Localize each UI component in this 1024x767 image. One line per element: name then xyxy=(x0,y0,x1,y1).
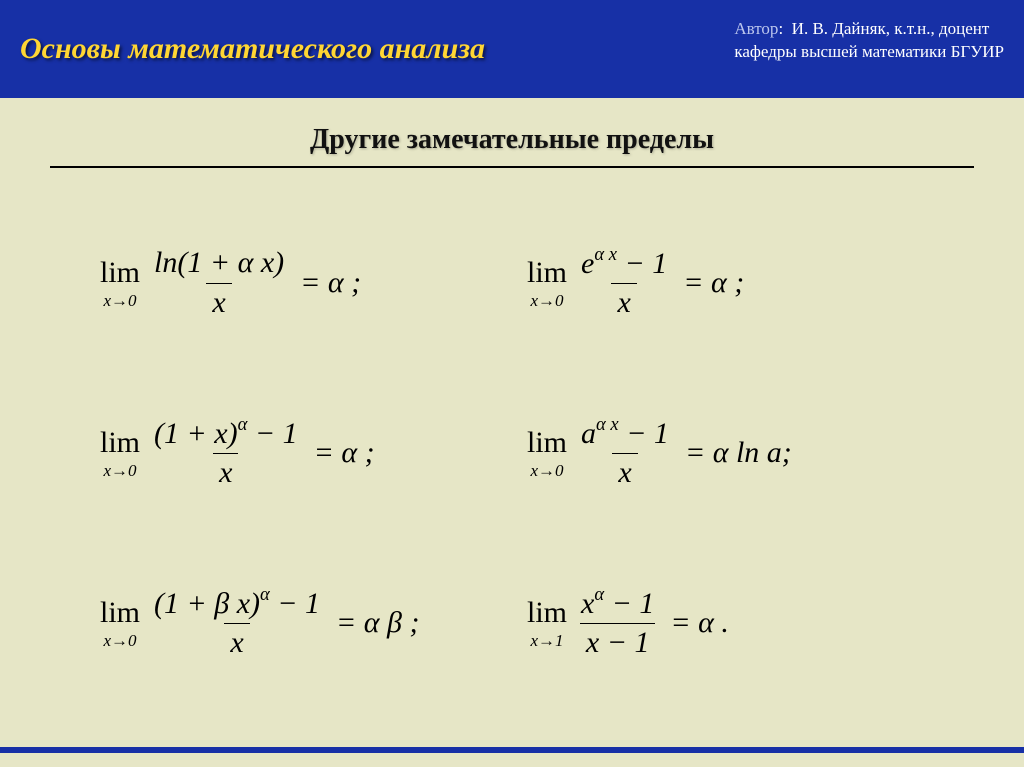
numerator: (1 + β x)α − 1 xyxy=(148,586,326,624)
rhs: = α ; xyxy=(300,266,361,300)
lim-operator: lim x→0 xyxy=(100,598,140,649)
rhs: = α ; xyxy=(683,266,744,300)
fraction: ln(1 + α x) x xyxy=(148,246,290,320)
fraction: eα x − 1 x xyxy=(575,246,673,321)
numerator: ln(1 + α x) xyxy=(148,246,290,283)
rhs: = α . xyxy=(670,606,729,640)
fraction: (1 + β x)α − 1 x xyxy=(148,586,326,661)
denominator: x xyxy=(611,283,636,321)
numerator: eα x − 1 xyxy=(575,246,673,284)
denominator: x xyxy=(224,623,249,661)
author-label: Автор xyxy=(734,19,778,38)
lim-text: lim xyxy=(100,598,140,628)
lim-operator: lim x→1 xyxy=(527,598,567,649)
lim-sub: x→0 xyxy=(530,462,563,479)
lim-text: lim xyxy=(527,258,567,288)
fraction: xα − 1 x − 1 xyxy=(575,586,660,661)
formula-grid: lim x→0 ln(1 + α x) x = α ; lim x→0 eα x… xyxy=(0,168,1024,708)
course-title: Основы математического анализа xyxy=(20,32,485,66)
lim-sub: x→0 xyxy=(103,462,136,479)
lim-text: lim xyxy=(527,428,567,458)
author-name: И. В. Дайняк, к.т.н., доцент xyxy=(792,19,990,38)
numerator: aα x − 1 xyxy=(575,416,675,454)
lim-text: lim xyxy=(100,428,140,458)
author-dept: кафедры высшей математики БГУИР xyxy=(734,42,1004,61)
fraction: aα x − 1 x xyxy=(575,416,675,491)
rhs: = α β ; xyxy=(336,606,419,640)
lim-sub: x→1 xyxy=(530,632,563,649)
lim-operator: lim x→0 xyxy=(527,428,567,479)
lim-sub: x→0 xyxy=(530,292,563,309)
limit-formula: lim x→0 (1 + β x)α − 1 x = α β ; xyxy=(100,538,527,708)
numerator: (1 + x)α − 1 xyxy=(148,416,304,454)
denominator: x xyxy=(213,453,238,491)
lim-sub: x→0 xyxy=(103,632,136,649)
rhs: = α ; xyxy=(314,436,375,470)
denominator: x − 1 xyxy=(580,623,656,661)
limit-formula: lim x→0 eα x − 1 x = α ; xyxy=(527,198,954,368)
rhs: = α ln a; xyxy=(685,436,792,470)
limit-formula: lim x→1 xα − 1 x − 1 = α . xyxy=(527,538,954,708)
author-colon: : xyxy=(778,19,791,38)
fraction: (1 + x)α − 1 x xyxy=(148,416,304,491)
numerator: xα − 1 xyxy=(575,586,660,624)
lim-operator: lim x→0 xyxy=(100,428,140,479)
denominator: x xyxy=(612,453,637,491)
slide-header: Основы математического анализа Автор: И.… xyxy=(0,0,1024,98)
limit-formula: lim x→0 ln(1 + α x) x = α ; xyxy=(100,198,527,368)
lim-operator: lim x→0 xyxy=(100,258,140,309)
limit-formula: lim x→0 aα x − 1 x = α ln a; xyxy=(527,368,954,538)
lim-operator: lim x→0 xyxy=(527,258,567,309)
limit-formula: lim x→0 (1 + x)α − 1 x = α ; xyxy=(100,368,527,538)
author-block: Автор: И. В. Дайняк, к.т.н., доцент кафе… xyxy=(734,18,1004,64)
footer-bar xyxy=(0,747,1024,753)
lim-text: lim xyxy=(527,598,567,628)
lim-sub: x→0 xyxy=(103,292,136,309)
slide-subtitle: Другие замечательные пределы xyxy=(0,124,1024,156)
denominator: x xyxy=(206,283,231,321)
lim-text: lim xyxy=(100,258,140,288)
